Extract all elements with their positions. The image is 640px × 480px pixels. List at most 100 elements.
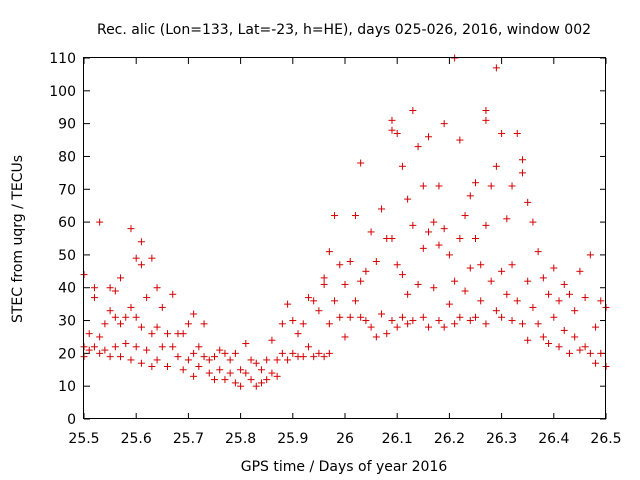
data-point [357,313,365,321]
x-tick-label: 25.8 [225,431,256,447]
data-point [169,343,177,351]
data-point [346,313,354,321]
data-point [555,343,563,351]
data-point [278,349,286,357]
data-point [398,313,406,321]
data-point [143,294,151,302]
data-point [137,359,145,367]
data-point [101,320,109,328]
data-point [331,212,339,220]
data-point [231,379,239,387]
data-point [148,362,156,370]
data-point [576,346,584,354]
data-point [435,317,443,325]
data-point [393,261,401,269]
data-point [498,267,506,275]
data-point [592,359,600,367]
y-axis-ticks: 0 10 20 30 40 50 60 70 80 90 100 110 [49,51,606,428]
data-point [257,366,265,374]
data-point [550,313,558,321]
data-point [362,317,370,325]
data-point [90,294,98,302]
data-point [367,228,375,236]
data-point [179,366,187,374]
data-point [466,317,474,325]
data-point [414,280,422,288]
data-point [466,192,474,200]
data-point [524,336,532,344]
chart-title: Rec. alic (Lon=133, Lat=-23, h=HE), days… [97,22,591,38]
data-point [211,376,218,384]
data-point [451,277,459,285]
data-point [137,261,145,269]
data-point [111,287,119,295]
data-point [524,277,532,285]
data-point [273,356,281,364]
data-point [388,126,396,134]
data-point [132,254,140,262]
data-point [581,343,589,351]
x-tick-label: 25.7 [173,431,204,447]
data-point [388,235,396,242]
data-point [529,303,537,311]
data-point [451,320,459,328]
data-point [164,330,172,338]
data-point [325,320,333,328]
data-point [440,225,448,233]
data-point [127,356,135,364]
data-point [127,225,135,233]
data-point [414,143,422,151]
data-point [581,294,589,302]
data-point [425,133,433,141]
data-point [351,212,359,220]
data-point [195,343,203,351]
data-point [132,343,140,351]
data-point [378,310,386,318]
data-point [195,362,203,370]
data-point [237,366,245,374]
data-point [101,346,109,354]
data-point [117,353,125,361]
data-point [440,120,448,128]
data-point [534,248,542,256]
data-point [200,320,208,328]
data-point [539,333,547,341]
y-tick-label: 40 [58,281,76,297]
data-point [85,346,93,354]
data-point [184,320,192,328]
data-point [341,333,349,341]
data-point [513,129,521,137]
data-point [111,313,119,321]
data-point [404,290,412,298]
data-point [96,218,104,226]
data-point [289,349,297,357]
data-point [122,313,130,321]
data-point [237,382,245,390]
data-point [153,323,161,331]
data-point [398,271,406,279]
data-point [336,261,344,269]
x-tick-label: 26.1 [382,431,413,447]
data-point [419,182,427,190]
data-point [534,320,542,328]
data-point [586,349,594,357]
data-point [576,267,584,275]
data-point [268,336,276,344]
data-point [90,284,98,292]
data-point [179,330,187,338]
data-point [419,313,427,321]
x-tick-label: 26.3 [486,431,517,447]
data-point [372,257,380,265]
x-axis-label: GPS time / Days of year 2016 [241,459,448,475]
data-point [398,162,406,170]
data-point [518,156,526,164]
y-tick-label: 10 [58,379,76,395]
data-point [409,317,417,325]
data-point [430,284,438,292]
data-point [143,346,151,354]
data-point [362,267,370,275]
data-point [357,277,365,285]
data-point [597,349,605,357]
data-point [508,261,516,269]
